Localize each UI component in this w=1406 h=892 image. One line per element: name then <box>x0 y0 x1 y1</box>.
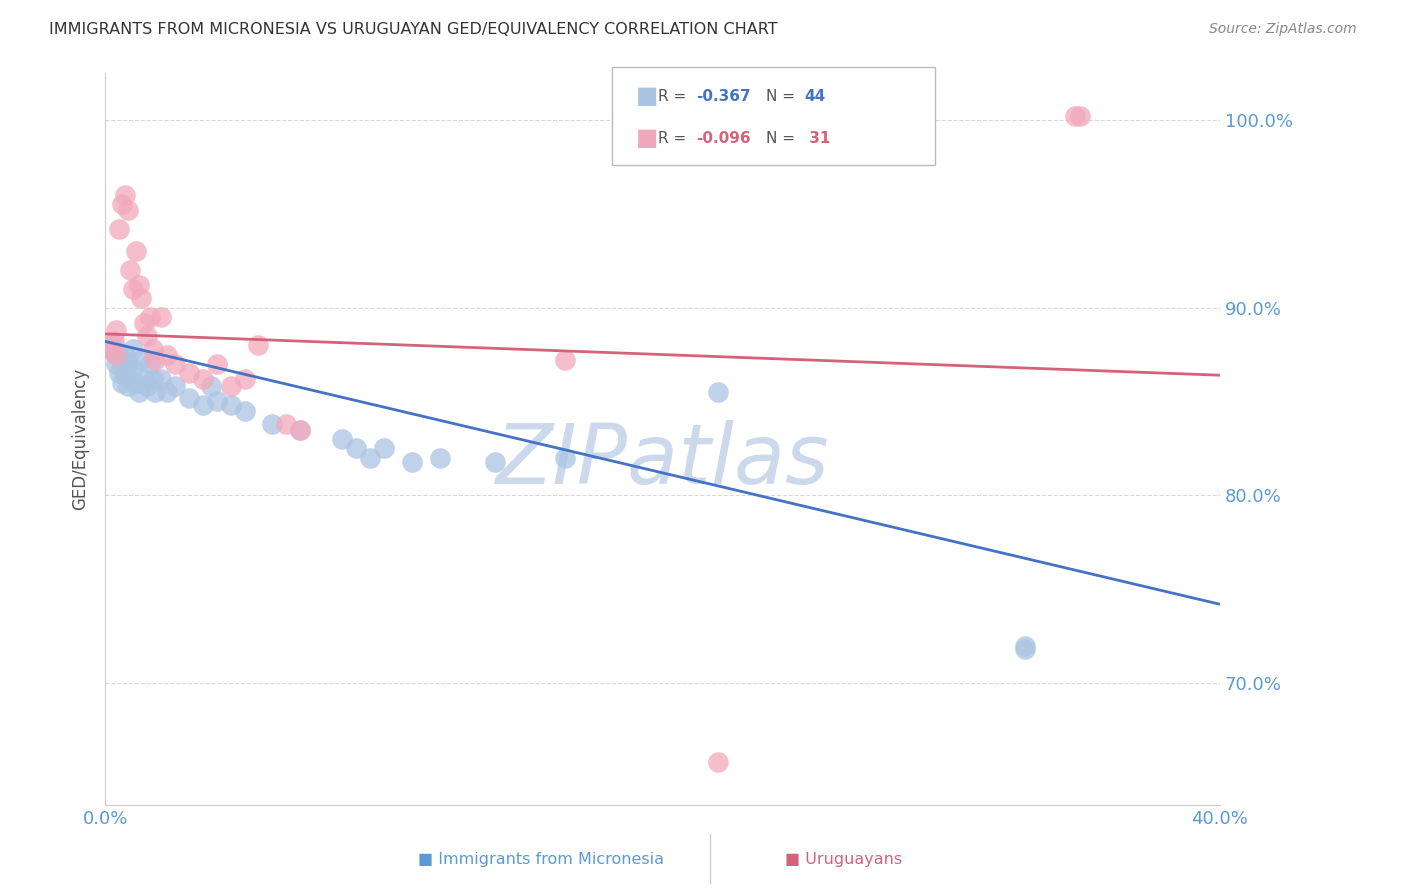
Point <box>117 379 139 393</box>
Point <box>142 342 165 356</box>
Point <box>191 398 214 412</box>
Point <box>122 360 145 375</box>
Point <box>122 282 145 296</box>
Point <box>163 357 186 371</box>
Point <box>103 345 125 359</box>
Point <box>125 376 148 390</box>
Point <box>429 450 451 465</box>
Point <box>114 188 136 202</box>
Y-axis label: GED/Equivalency: GED/Equivalency <box>72 368 89 510</box>
Point <box>247 338 270 352</box>
Text: Source: ZipAtlas.com: Source: ZipAtlas.com <box>1209 22 1357 37</box>
Point <box>373 442 395 456</box>
Point <box>401 454 423 468</box>
Point <box>290 423 312 437</box>
Point <box>1069 109 1091 123</box>
Point <box>191 372 214 386</box>
Point <box>484 454 506 468</box>
Text: ■ Immigrants from Micronesia: ■ Immigrants from Micronesia <box>419 852 664 867</box>
Text: N =: N = <box>766 89 800 103</box>
Point <box>100 342 122 356</box>
Text: IMMIGRANTS FROM MICRONESIA VS URUGUAYAN GED/EQUIVALENCY CORRELATION CHART: IMMIGRANTS FROM MICRONESIA VS URUGUAYAN … <box>49 22 778 37</box>
Text: ■: ■ <box>636 85 658 108</box>
Point <box>359 450 381 465</box>
Point <box>114 367 136 381</box>
Point <box>707 385 730 400</box>
Point <box>149 310 172 324</box>
Point <box>111 197 134 211</box>
Point <box>139 310 162 324</box>
Point <box>105 323 128 337</box>
Point <box>233 404 256 418</box>
Point <box>120 263 142 277</box>
Point <box>276 417 298 431</box>
Point <box>136 379 159 393</box>
Point <box>149 372 172 386</box>
Point <box>131 353 153 368</box>
Text: ■: ■ <box>636 127 658 150</box>
Point <box>125 244 148 259</box>
Point <box>142 372 165 386</box>
Point <box>128 385 150 400</box>
Point <box>262 417 284 431</box>
Point <box>205 357 228 371</box>
Text: R =: R = <box>658 131 692 145</box>
Point <box>344 442 367 456</box>
Point <box>177 367 200 381</box>
Point <box>219 379 242 393</box>
Point <box>155 385 177 400</box>
Point <box>1014 642 1036 657</box>
Point <box>100 338 122 352</box>
Point <box>128 278 150 293</box>
Point <box>290 423 312 437</box>
Point <box>114 347 136 361</box>
Text: -0.367: -0.367 <box>696 89 751 103</box>
Point <box>145 353 167 368</box>
Point <box>108 367 131 381</box>
Point <box>105 357 128 371</box>
Text: N =: N = <box>766 131 800 145</box>
Text: ZIPatlas: ZIPatlas <box>496 420 830 501</box>
Point <box>205 394 228 409</box>
Point <box>707 755 730 769</box>
Point <box>554 353 576 368</box>
Point <box>134 316 156 330</box>
Point <box>117 357 139 371</box>
Point <box>103 334 125 349</box>
Text: R =: R = <box>658 89 692 103</box>
Point <box>1014 639 1036 653</box>
Point <box>1063 109 1085 123</box>
Point <box>131 291 153 305</box>
Point <box>105 347 128 361</box>
Text: ■ Uruguayans: ■ Uruguayans <box>785 852 903 867</box>
Point <box>134 372 156 386</box>
Point <box>163 379 186 393</box>
Point <box>108 221 131 235</box>
Point <box>139 357 162 371</box>
Point <box>120 372 142 386</box>
Point <box>136 328 159 343</box>
Point <box>145 385 167 400</box>
Point <box>105 342 128 356</box>
Point <box>200 379 222 393</box>
Text: 44: 44 <box>804 89 825 103</box>
Point <box>554 450 576 465</box>
Point <box>111 376 134 390</box>
Point <box>177 391 200 405</box>
Point <box>330 432 353 446</box>
Point <box>117 202 139 217</box>
Text: 31: 31 <box>804 131 831 145</box>
Point <box>233 372 256 386</box>
Point <box>219 398 242 412</box>
Point <box>122 342 145 356</box>
Point <box>111 357 134 371</box>
Text: -0.096: -0.096 <box>696 131 751 145</box>
Point <box>155 347 177 361</box>
Point <box>108 350 131 364</box>
